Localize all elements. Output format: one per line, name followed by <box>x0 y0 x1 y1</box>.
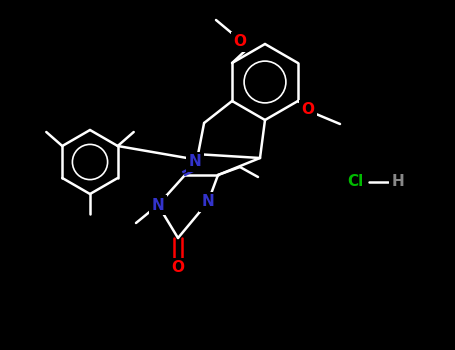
Text: N: N <box>152 197 164 212</box>
Text: Cl: Cl <box>347 175 363 189</box>
Text: O: O <box>233 35 247 49</box>
Text: O: O <box>302 103 314 118</box>
Text: N: N <box>202 195 214 210</box>
Text: H: H <box>392 175 404 189</box>
Text: O: O <box>172 260 184 275</box>
Text: N: N <box>189 154 202 169</box>
